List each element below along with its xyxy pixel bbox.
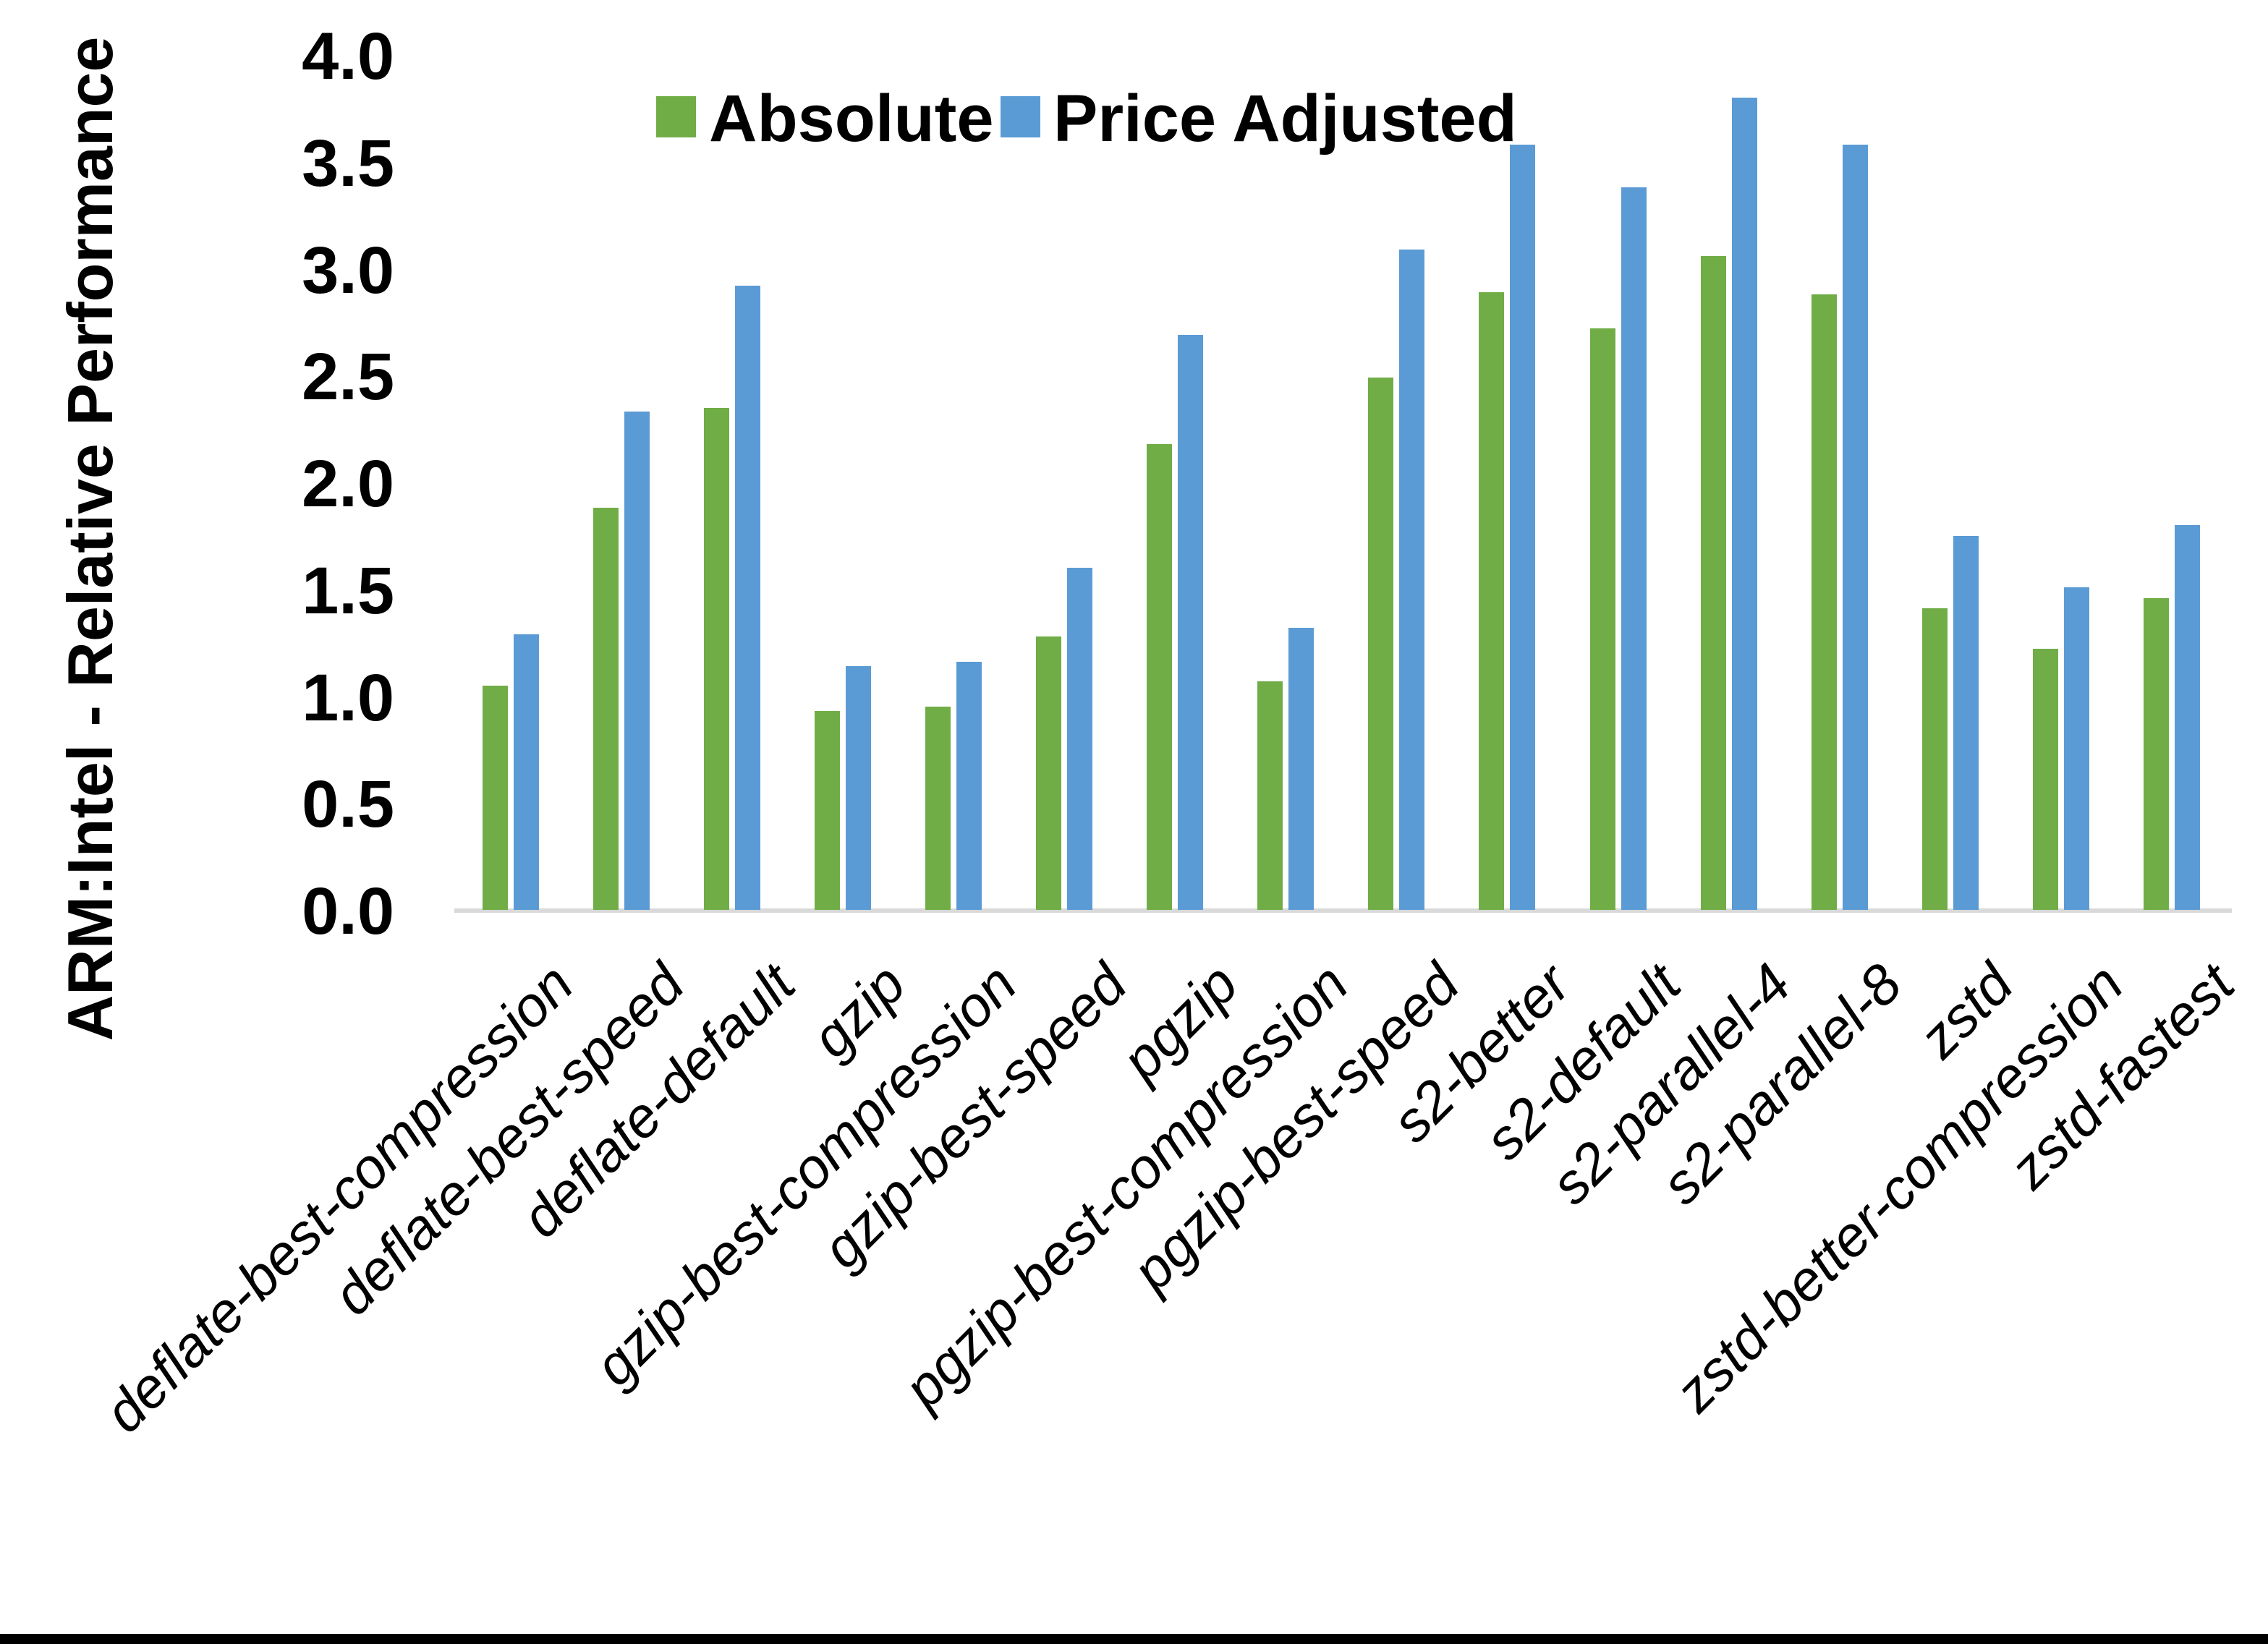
bar-price-adjusted bbox=[624, 412, 650, 910]
legend-label-absolute: Absolute bbox=[709, 82, 994, 156]
x-axis-line bbox=[454, 908, 2232, 913]
bottom-border-bar bbox=[0, 1634, 2268, 1644]
bar-absolute bbox=[925, 707, 951, 910]
bar-price-adjusted bbox=[1953, 536, 1979, 910]
bar-price-adjusted bbox=[1288, 628, 1314, 910]
bar-absolute bbox=[1700, 256, 1726, 910]
bar-price-adjusted bbox=[514, 634, 539, 910]
bar-absolute bbox=[1036, 636, 1062, 910]
y-tick-label: 4.0 bbox=[302, 20, 394, 93]
bar-absolute bbox=[1147, 444, 1173, 910]
bar-absolute bbox=[1921, 608, 1948, 910]
bar-absolute bbox=[1479, 292, 1505, 910]
y-tick-label: 3.0 bbox=[302, 233, 394, 307]
bar-absolute bbox=[2143, 598, 2169, 910]
bar-price-adjusted bbox=[1178, 335, 1204, 910]
bar-absolute bbox=[1368, 378, 1394, 910]
y-tick-label: 2.5 bbox=[302, 340, 394, 414]
y-tick-label: 2.0 bbox=[302, 447, 394, 521]
bar-price-adjusted bbox=[1621, 187, 1647, 910]
bar-absolute bbox=[1589, 328, 1615, 910]
bar-price-adjusted bbox=[735, 286, 761, 910]
bar-price-adjusted bbox=[956, 662, 982, 910]
legend-swatch-absolute bbox=[656, 96, 696, 137]
bar-price-adjusted bbox=[2063, 587, 2089, 910]
y-tick-label: 0.0 bbox=[302, 874, 394, 948]
bar-price-adjusted bbox=[2174, 525, 2200, 910]
bar-absolute bbox=[1257, 681, 1283, 910]
y-axis-title: ARM:Intel - Relative Performance bbox=[54, 36, 126, 1042]
bar-absolute bbox=[483, 686, 508, 910]
bar-absolute bbox=[704, 408, 730, 910]
bar-absolute bbox=[2032, 649, 2058, 910]
y-tick-label: 0.5 bbox=[302, 767, 394, 842]
legend-label-price-adjusted: Price Adjusted bbox=[1053, 82, 1517, 156]
bar-price-adjusted bbox=[1731, 98, 1757, 910]
bar-price-adjusted bbox=[846, 666, 872, 910]
y-tick-label: 3.5 bbox=[302, 126, 394, 200]
y-tick-label: 1.5 bbox=[302, 553, 394, 628]
bar-absolute bbox=[593, 508, 619, 910]
x-category-label: deflate-best-compression bbox=[92, 951, 585, 1445]
y-tick-label: 1.0 bbox=[302, 660, 394, 735]
bar-price-adjusted bbox=[1067, 568, 1093, 910]
bar-price-adjusted bbox=[1399, 250, 1425, 910]
bar-absolute bbox=[815, 711, 841, 910]
bar-price-adjusted bbox=[1510, 145, 1536, 910]
bar-absolute bbox=[1811, 294, 1837, 910]
legend-swatch-price-adjusted bbox=[1001, 96, 1040, 137]
bar-price-adjusted bbox=[1842, 145, 1868, 910]
